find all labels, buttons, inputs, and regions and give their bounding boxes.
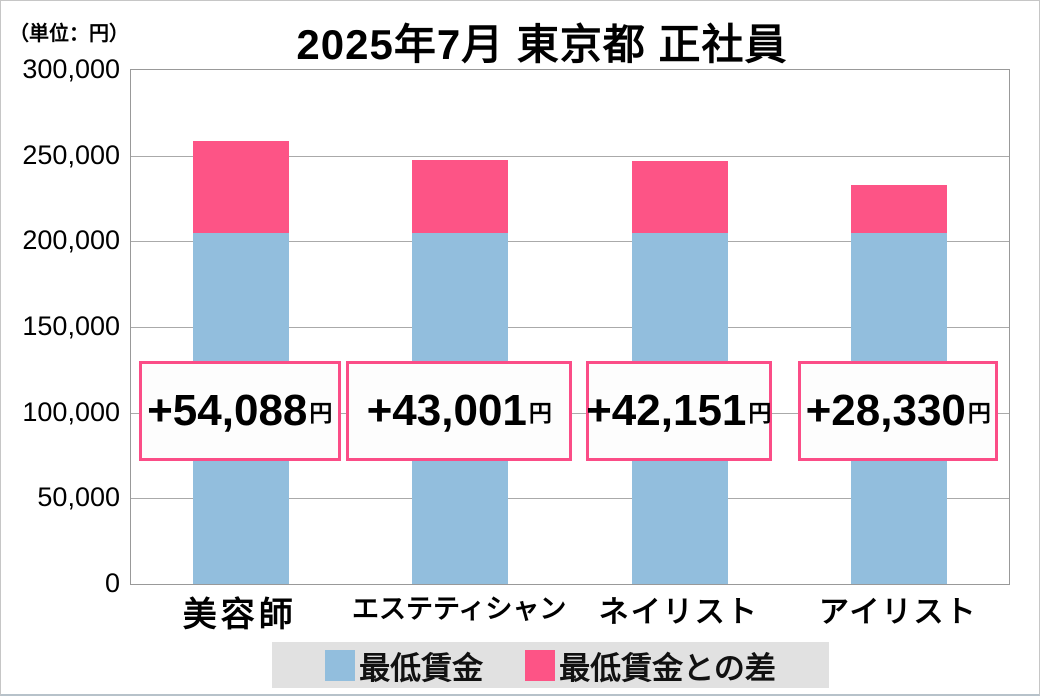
y-axis-label: 50,000	[37, 482, 120, 513]
annotation-box: +42,151 円	[585, 361, 772, 461]
y-axis-label: 100,000	[22, 396, 120, 427]
gridline	[131, 241, 1009, 243]
bar-segment-diff	[412, 159, 509, 234]
bar-segment-diff	[192, 140, 289, 234]
annotation-box: +54,088 円	[138, 361, 341, 461]
annotation-unit: 円	[528, 400, 552, 426]
annotation-value: +43,001	[366, 386, 527, 435]
annotation-box: +28,330 円	[798, 361, 999, 461]
y-axis-label: 0	[104, 568, 120, 598]
annotation-value: +42,151	[586, 386, 747, 435]
y-axis-label: 150,000	[22, 311, 120, 341]
annotation-unit: 円	[748, 400, 772, 426]
annotation-value: +54,088	[147, 386, 308, 435]
x-axis-label-エステティシャン: エステティシャン	[352, 594, 567, 624]
legend-swatch-min-wage	[325, 649, 356, 681]
gridline	[131, 155, 1009, 157]
gridline	[131, 327, 1009, 328]
legend-label: 最低賃金	[359, 650, 484, 686]
legend: 最低賃金 最低賃金との差	[272, 642, 829, 688]
chart-title: 2025年7月 東京都 正社員	[296, 21, 788, 68]
legend-label: 最低賃金との差	[559, 650, 776, 686]
annotation-unit: 円	[309, 400, 333, 426]
legend-item: 最低賃金	[325, 643, 483, 688]
plot-area	[130, 69, 1010, 585]
annotation-unit: 円	[967, 400, 991, 426]
annotation-value: +28,330	[805, 386, 966, 435]
gridline	[131, 498, 1009, 500]
x-axis-label-ネイリスト: ネイリスト	[598, 596, 759, 629]
annotation-box: +43,001 円	[346, 361, 573, 461]
y-axis-label: 250,000	[22, 139, 120, 170]
bar-segment-diff	[631, 161, 728, 234]
x-axis-label-美容師: 美容師	[182, 596, 297, 634]
x-axis-label-アイリスト: アイリスト	[819, 596, 978, 629]
legend-swatch-diff	[525, 649, 556, 681]
legend-item: 最低賃金との差	[525, 643, 776, 688]
y-axis-label: 200,000	[22, 225, 120, 256]
unit-note: （単位：円）	[9, 23, 129, 45]
bar-segment-diff	[851, 184, 948, 234]
y-axis-label: 300,000	[22, 54, 120, 84]
